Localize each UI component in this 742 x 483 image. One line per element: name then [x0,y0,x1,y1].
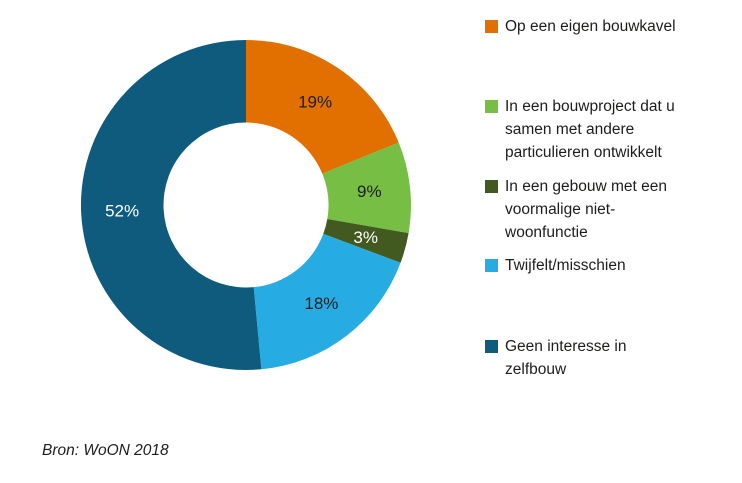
legend-item: Op een eigen bouwkavel [485,15,676,38]
legend-swatch-icon [485,340,498,353]
slice-percentage-label: 19% [298,93,332,112]
legend-item: In een bouwproject dat u samen met ander… [485,95,675,164]
legend-label: Twijfelt/misschien [505,257,626,274]
legend-item: In een gebouw met een voormalige niet- w… [485,175,667,244]
slice-percentage-label: 3% [353,228,378,247]
legend-label: In een bouwproject dat u samen met ander… [505,98,675,161]
legend-swatch-icon [485,259,498,272]
legend-label: Op een eigen bouwkavel [505,18,676,35]
legend-swatch-icon [485,100,498,113]
legend-swatch-icon [485,180,498,193]
legend-item: Geen interesse in zelfbouw [485,335,627,381]
chart-legend: Op een eigen bouwkavel In een bouwprojec… [485,0,735,420]
legend-swatch-icon [485,20,498,33]
donut-slice [246,40,399,174]
donut-slice [322,142,411,234]
legend-item: Twijfelt/misschien [485,254,626,277]
donut-slice [323,219,409,263]
legend-label: Geen interesse in zelfbouw [505,338,627,378]
donut-chart: 19% 9% 3% 18% 52% [80,39,411,371]
slice-percentage-label: 18% [304,294,338,313]
legend-label: In een gebouw met een voormalige niet- w… [505,178,668,241]
donut-slice [253,233,401,370]
source-note: Bron: WoON 2018 [42,442,169,459]
donut-slice [80,39,262,371]
slice-percentage-label: 9% [357,182,382,201]
slice-percentage-label: 52% [105,201,139,220]
